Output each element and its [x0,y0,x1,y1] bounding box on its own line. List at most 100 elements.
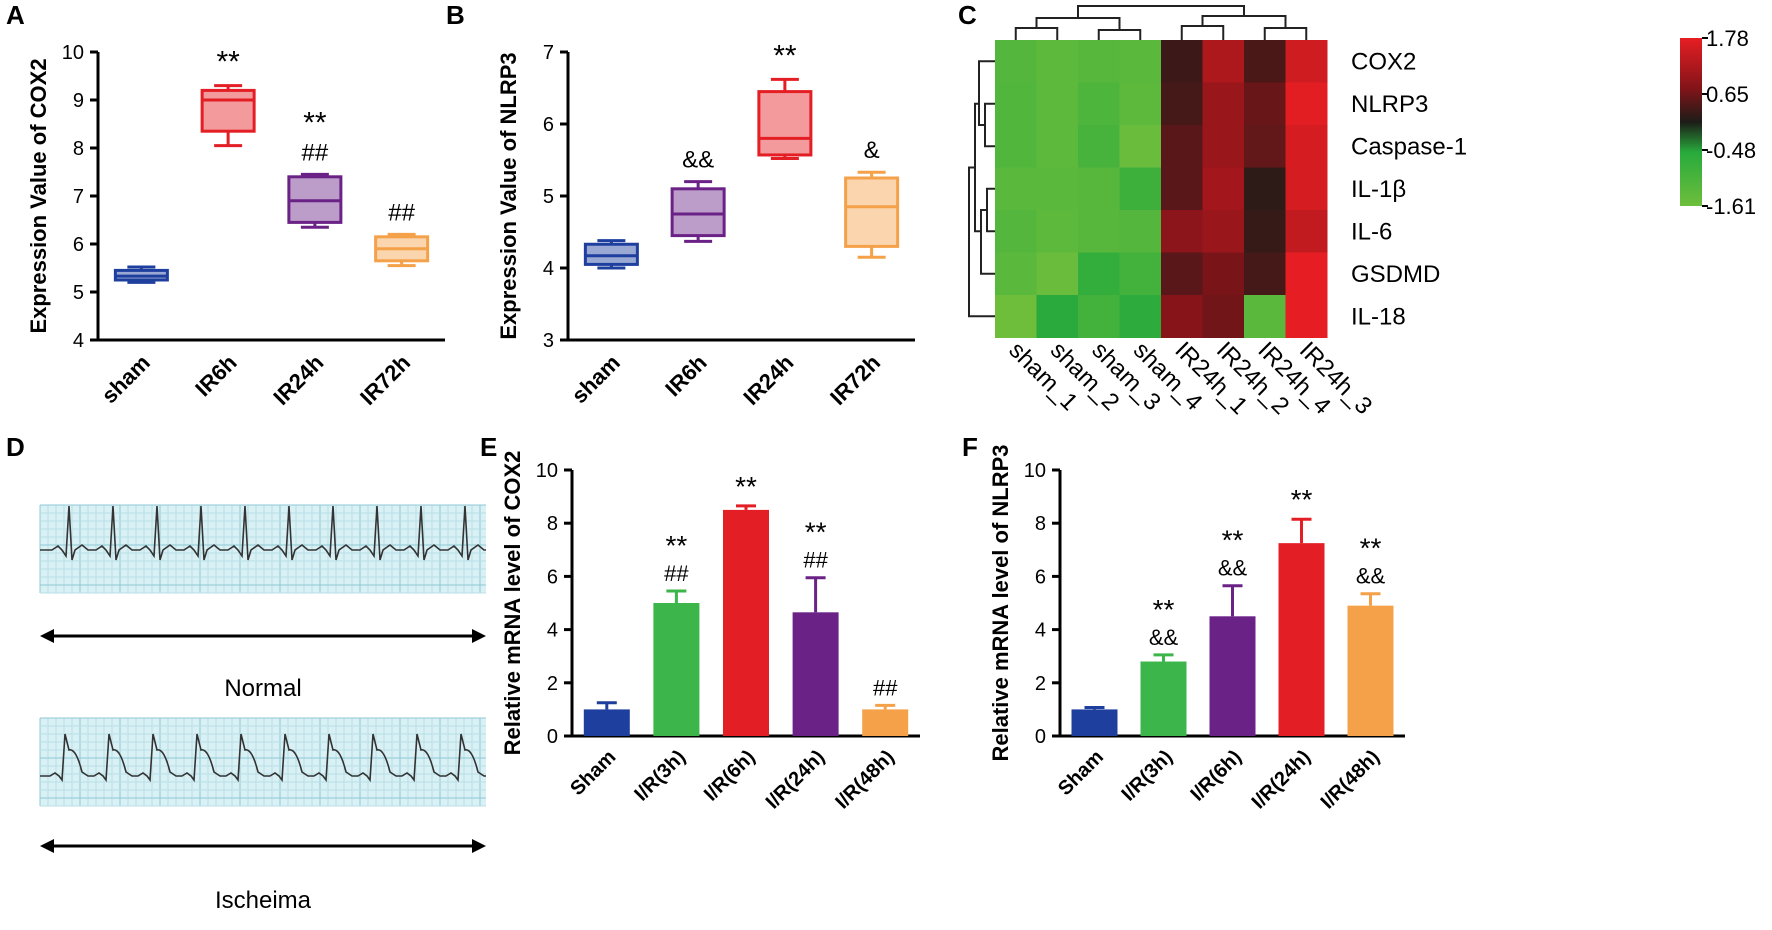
heatmap-cell [995,295,1037,338]
heatmap-cell [1202,252,1245,296]
y-tick-label: 10 [1024,460,1046,482]
scale-label: -1.61 [1706,194,1756,219]
y-tick-label: 4 [543,258,554,280]
significance-label: ** [1291,484,1313,515]
heatmap-cell [1285,125,1328,168]
heatmap-cell [1078,82,1120,126]
heatmap-cell [1285,252,1328,296]
heatmap-cell [1036,40,1079,83]
heatmap-cell [1161,252,1203,296]
y-axis-title: Expression Value of NLRP3 [496,52,521,339]
y-tick-label: 3 [543,330,554,352]
panel-letter: E [480,432,497,462]
row-label: IL-6 [1351,218,1392,245]
heatmap-cell [1244,295,1286,338]
arrow-head-left [40,839,54,853]
heatmap-cell [1161,40,1203,83]
row-dendrogram [978,60,995,126]
heatmap-cell [1119,295,1162,338]
significance-label: ## [664,561,689,586]
heatmap-cell [995,252,1037,296]
significance-label: ## [302,139,329,166]
significance-label: ## [803,548,828,573]
row-dendrogram [986,187,995,233]
heatmap-cell [1036,167,1079,211]
y-tick-label: 7 [73,186,84,208]
column-dendrogram [1180,25,1225,40]
significance-label: && [1149,625,1179,650]
heatmap-cell [1078,40,1120,83]
significance-label: && [682,147,714,174]
x-tick-label: Sham [566,746,620,800]
box-IR72h [844,170,900,259]
scale-label: 1.78 [1706,26,1749,51]
heatmap-cell [1244,252,1286,296]
y-tick-label: 4 [1035,620,1046,642]
x-tick-label: IR24h [268,350,328,410]
y-tick-label: 8 [547,513,558,535]
significance-label: && [1218,556,1248,581]
y-tick-label: 6 [543,114,554,136]
significance-label: & [864,137,880,164]
bar-I/R(6h) [1209,616,1256,736]
y-tick-label: 6 [1035,566,1046,588]
bar-I/R(48h) [1347,605,1394,736]
y-axis-title: Expression Value of COX2 [26,58,51,333]
ecg-normal-trace [40,505,486,561]
bar-Sham [583,709,630,736]
significance-label: ** [666,530,688,561]
heatmap-cell [1036,125,1079,168]
column-dendrogram [1263,27,1308,40]
row-dendrogram [980,209,995,275]
heatmap-cell [1036,210,1079,253]
significance-label: ** [735,471,757,502]
bar-Sham [1071,709,1118,736]
y-tick-label: 6 [547,566,558,588]
heatmap-cell [1161,295,1203,338]
panel-b: B 3 4 5 6 7 Expression Value of NLRP3 sham && IR6… [446,0,915,410]
panel-c: CCOX2NLRP3Caspase-1IL-1βIL-6GSDMDIL-18sh… [958,0,1756,420]
row-label: Caspase-1 [1351,133,1467,160]
heatmap-cell [1036,252,1079,296]
y-tick-label: 9 [73,90,84,112]
x-tick-label: IR24h [738,350,798,410]
column-dendrogram [1077,5,1245,18]
row-label: GSDMD [1351,261,1440,288]
heatmap-cell [1161,125,1203,168]
scale-label: -0.48 [1706,138,1756,163]
bar-I/R(6h) [723,509,769,736]
column-dendrogram [1097,29,1142,40]
scale-label: 0.65 [1706,82,1749,107]
box-iqr [844,176,900,248]
box-iqr [200,88,256,133]
row-label: IL-1β [1351,176,1406,203]
row-label: COX2 [1351,48,1416,75]
heatmap-cell [1244,167,1286,211]
bar-I/R(3h) [1140,661,1187,736]
heatmap-cell [1119,210,1162,253]
heatmap-cell [1161,82,1203,126]
heatmap-cell [1036,295,1079,338]
significance-label: ** [1153,594,1175,625]
significance-label: ** [805,517,827,548]
y-axis-title: Relative mRNA level of COX2 [500,451,525,756]
x-tick-label: I/R(48h) [1317,746,1384,813]
heatmap-cell [1285,295,1328,338]
box-IR24h [287,172,343,229]
heatmap-cell [1202,167,1245,211]
normal-label: Normal [224,675,301,702]
y-tick-label: 10 [62,42,84,64]
significance-label: ** [303,106,327,139]
heatmap-cell [1078,210,1120,253]
box-sham [113,265,169,284]
significance-label: ** [1222,525,1244,556]
x-tick-label: I/R(24h) [1248,746,1315,813]
bar-I/R(3h) [653,603,700,736]
significance-label: ** [773,39,797,72]
heatmap-cell [1119,252,1162,296]
y-tick-label: 10 [536,460,558,482]
y-tick-label: 4 [547,620,558,642]
y-tick-label: 0 [547,726,558,748]
box-IR6h [200,84,256,148]
